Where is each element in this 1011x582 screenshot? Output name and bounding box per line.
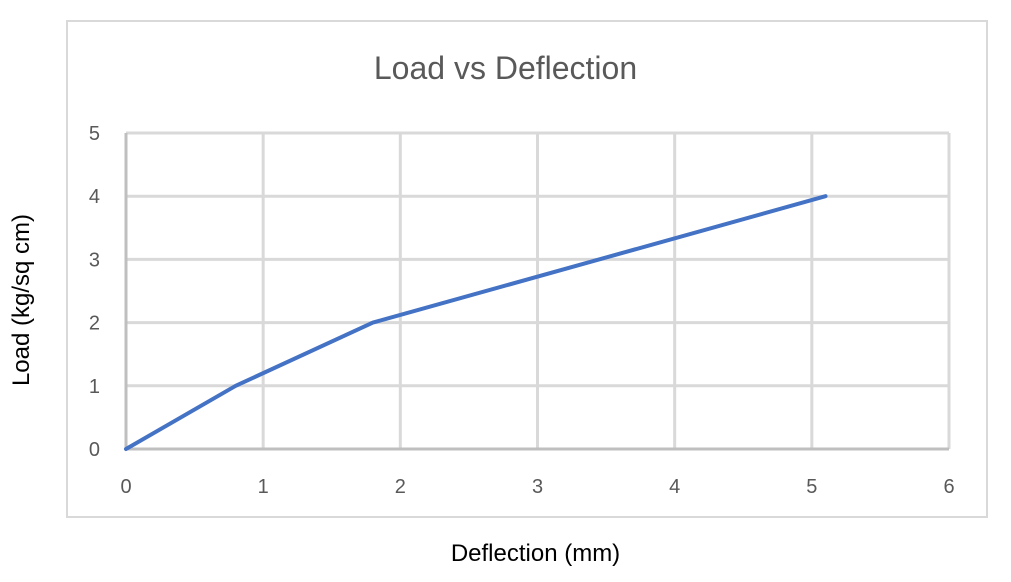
y-tick-label: 2	[89, 313, 100, 335]
x-axis-label: Deflection (mm)	[450, 540, 621, 567]
x-tick-label: 3	[532, 476, 543, 498]
x-tick-label: 6	[943, 476, 954, 498]
y-tick-label: 3	[89, 249, 100, 271]
x-tick-label: 5	[806, 476, 817, 498]
y-tick-label: 5	[89, 123, 100, 145]
x-tick-label: 4	[669, 476, 680, 498]
chart-frame	[66, 20, 988, 518]
chart-title: Load vs Deflection	[373, 50, 638, 86]
x-tick-label: 0	[120, 476, 131, 498]
y-tick-label: 4	[89, 186, 100, 208]
y-tick-label: 0	[89, 439, 100, 461]
x-tick-label: 1	[258, 476, 269, 498]
data-series-line	[124, 194, 828, 451]
y-tick-label: 1	[89, 376, 100, 398]
x-tick-label: 2	[395, 476, 406, 498]
